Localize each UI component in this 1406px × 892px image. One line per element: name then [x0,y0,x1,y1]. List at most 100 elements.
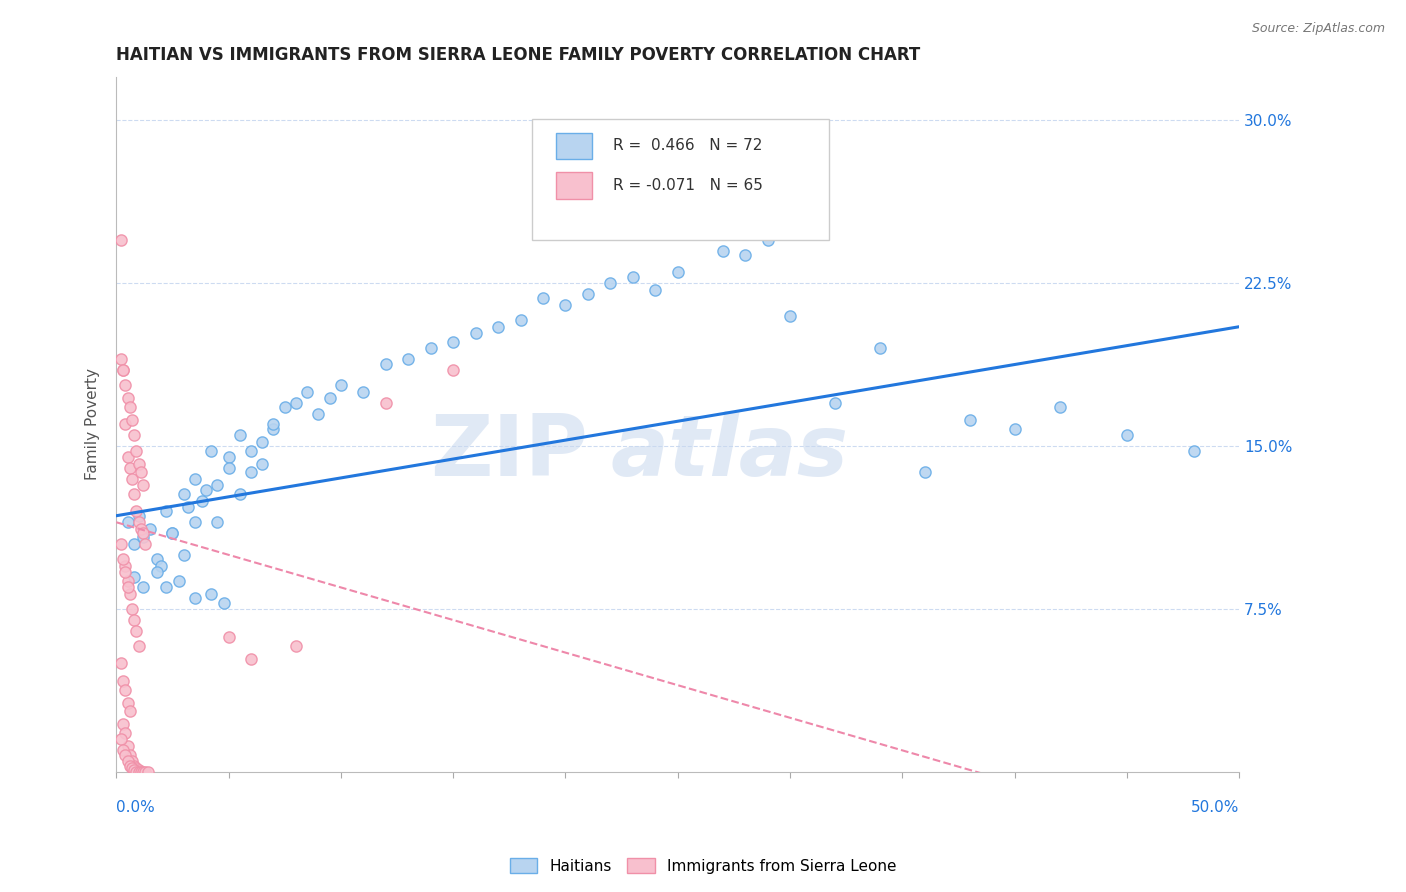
Y-axis label: Family Poverty: Family Poverty [86,368,100,481]
Point [273,400,295,414]
Point [689,183,711,197]
Point [173,548,195,562]
Point [122,613,145,627]
Point [111,673,134,688]
FancyBboxPatch shape [531,119,830,240]
Point [117,392,139,406]
Legend: Haitians, Immigrants from Sierra Leone: Haitians, Immigrants from Sierra Leone [503,852,903,880]
Point [190,493,212,508]
Point [122,758,145,772]
Point [121,761,143,775]
Point [121,472,143,486]
Point [195,483,218,497]
Point [136,765,159,780]
Point [1182,443,1205,458]
Point [122,763,145,777]
Point [207,515,229,529]
Point [110,657,132,671]
Point [869,342,891,356]
Point [824,396,846,410]
Point [212,596,235,610]
Point [121,413,143,427]
Point [111,552,134,566]
Point [125,504,148,518]
Point [240,465,263,479]
Point [184,472,207,486]
Point [111,717,134,731]
Point [114,565,136,579]
Point [284,396,307,410]
Point [122,487,145,501]
Point [162,526,184,541]
Point [118,400,141,414]
Point [218,461,240,475]
Text: R = -0.071   N = 65: R = -0.071 N = 65 [613,178,762,193]
Point [218,631,240,645]
Point [111,363,134,377]
Point [117,754,139,768]
Point [464,326,486,341]
Point [122,537,145,551]
Point [132,581,155,595]
Point [110,352,132,367]
Point [284,639,307,653]
Point [307,407,329,421]
Point [756,233,779,247]
Point [1004,422,1026,436]
Point [177,500,200,514]
Point [117,515,139,529]
Text: R =  0.466   N = 72: R = 0.466 N = 72 [613,138,762,153]
Point [1116,428,1139,442]
Point [117,581,139,595]
Point [114,558,136,573]
Point [229,487,252,501]
Point [121,602,143,616]
Point [621,269,644,284]
Point [118,704,141,718]
Point [959,413,981,427]
Point [117,574,139,588]
Point [576,287,599,301]
Point [129,765,152,780]
Point [229,428,252,442]
Point [118,747,141,762]
Point [599,277,621,291]
Point [122,569,145,583]
Point [711,244,734,258]
Point [132,765,155,780]
Point [110,537,132,551]
Point [554,298,576,312]
Point [114,726,136,740]
Point [1049,400,1071,414]
Point [128,508,150,523]
Point [117,450,139,464]
Point [155,581,177,595]
Point [117,696,139,710]
Point [184,515,207,529]
Point [352,384,374,399]
Point [134,765,156,780]
Point [132,531,155,545]
Text: ZIP: ZIP [430,411,588,494]
Point [129,465,152,479]
Point [128,639,150,653]
Point [125,443,148,458]
Point [666,265,689,279]
Point [644,283,666,297]
Point [329,378,352,392]
Point [240,443,263,458]
Text: HAITIAN VS IMMIGRANTS FROM SIERRA LEONE FAMILY POVERTY CORRELATION CHART: HAITIAN VS IMMIGRANTS FROM SIERRA LEONE … [117,46,921,64]
FancyBboxPatch shape [557,133,592,159]
Point [132,478,155,492]
Point [173,487,195,501]
Point [486,319,509,334]
Point [128,515,150,529]
Text: atlas: atlas [610,411,848,494]
Point [252,457,274,471]
Point [218,450,240,464]
Point [118,758,141,772]
Point [125,761,148,775]
Point [114,417,136,432]
Point [129,522,152,536]
Point [200,443,222,458]
